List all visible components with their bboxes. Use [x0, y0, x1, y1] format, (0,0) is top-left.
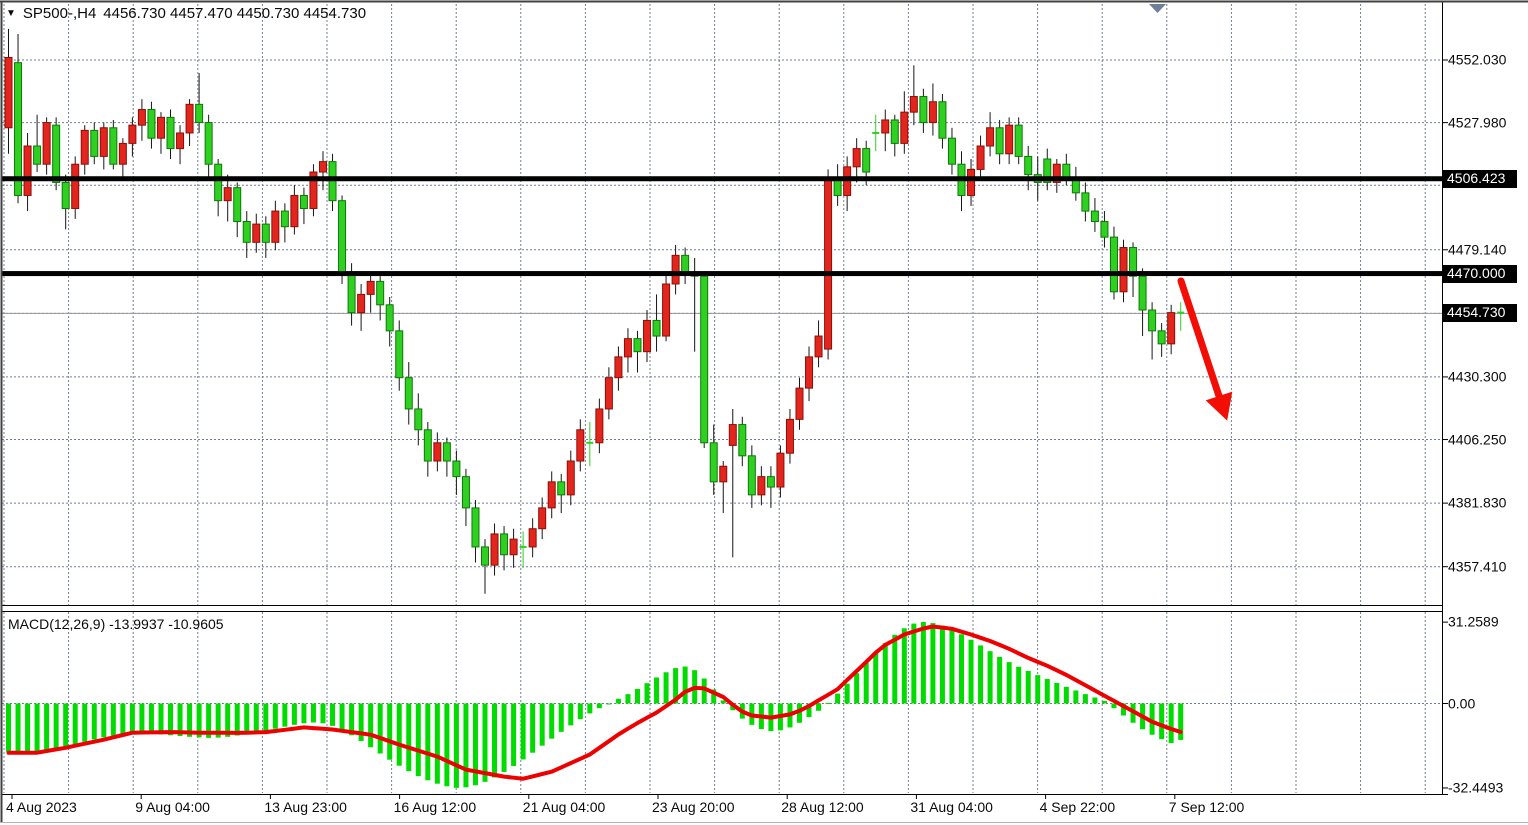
time-axis-label: 13 Aug 23:00: [264, 799, 347, 815]
price-axis-label: 4406.250: [1448, 431, 1507, 448]
time-axis-label: 23 Aug 20:00: [652, 799, 735, 815]
price-axis-highlighted-label: 4470.000: [1443, 264, 1517, 283]
price-axis-highlighted-label: 4506.423: [1443, 169, 1517, 188]
candles-group: [4, 28, 1185, 594]
price-axis-highlighted-label: 4454.730: [1443, 304, 1517, 323]
ohlc-values-label: 4456.730 4457.470 4450.730 4454.730: [103, 5, 367, 22]
symbol-period-label: SP500-,H4: [22, 5, 97, 22]
price-axis-label: 4357.410: [1448, 558, 1507, 575]
macd-histogram: [6, 622, 1184, 788]
time-axis-label: 4 Sep 22:00: [1039, 799, 1116, 815]
trend-arrow-annotation[interactable]: [1177, 277, 1233, 421]
price-axis-label: 4479.140: [1448, 241, 1507, 258]
macd-indicator-label: MACD(12,26,9) -13.9937 -10.9605: [8, 616, 224, 632]
macd-signal-line: [6, 624, 1183, 781]
time-axis-label: 7 Sep 12:00: [1168, 799, 1245, 815]
horizontal-level-line-1[interactable]: [2, 176, 1442, 182]
price-axis-label: 4430.300: [1448, 368, 1507, 385]
chart-shift-marker-icon[interactable]: [1149, 4, 1166, 13]
horizontal-level-line-2[interactable]: [2, 271, 1442, 277]
price-axis-label: 4381.830: [1448, 494, 1507, 511]
time-axis-label: 16 Aug 12:00: [393, 799, 477, 815]
macd-axis-label: -32.4493: [1448, 779, 1504, 796]
symbol-title-bar: ▼ SP500-,H4 4456.730 4457.470 4450.730 4…: [6, 5, 366, 22]
time-axis-label: 28 Aug 12:00: [781, 799, 864, 815]
macd-axis-label: 31.2589: [1448, 613, 1499, 630]
time-axis-label: 31 Aug 04:00: [910, 799, 993, 815]
macd-axis-label: 0.00: [1448, 695, 1476, 711]
time-axis-label: 4 Aug 2023: [6, 799, 77, 815]
chart-expander-icon[interactable]: ▼: [6, 8, 16, 19]
price-axis-label: 4527.980: [1448, 114, 1507, 131]
time-axis-label: 9 Aug 04:00: [135, 799, 210, 815]
time-axis-label: 21 Aug 04:00: [522, 799, 606, 815]
price-axis-label: 4552.030: [1448, 51, 1507, 68]
